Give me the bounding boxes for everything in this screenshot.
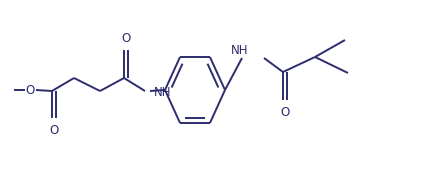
Text: O: O (26, 83, 35, 96)
Text: O: O (49, 123, 59, 136)
Text: NH: NH (231, 43, 249, 56)
Text: NH: NH (154, 86, 172, 98)
Text: O: O (280, 107, 290, 120)
Text: O: O (121, 32, 131, 45)
